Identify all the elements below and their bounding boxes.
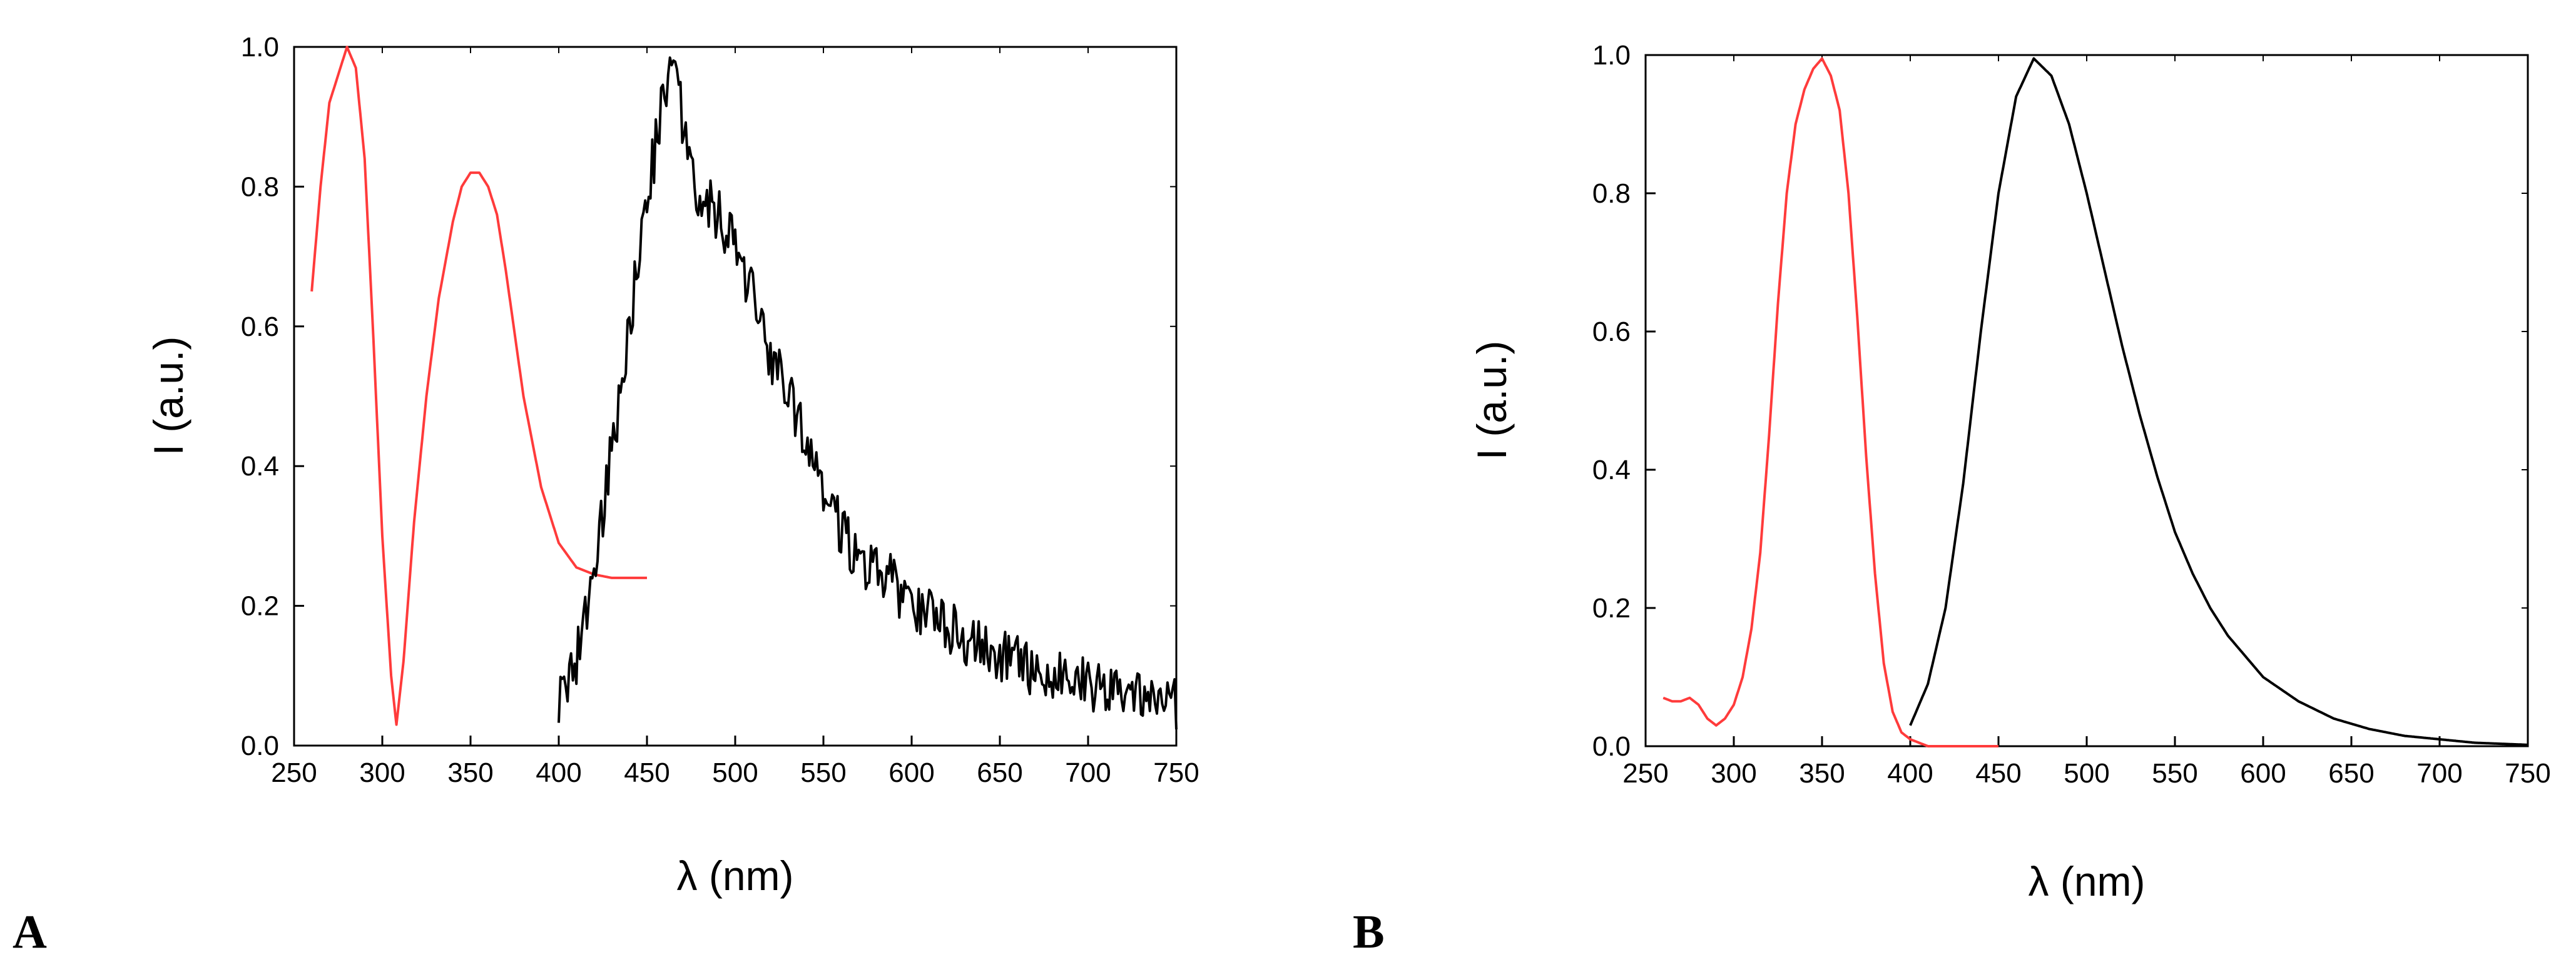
panel-b-x-tick-label: 500: [2064, 758, 2109, 789]
panel-b-y-tick-label: 0.0: [1592, 731, 1631, 762]
panel-a-x-tick-label: 400: [536, 757, 581, 788]
panel-a-y-axis-title: I (a.u.): [145, 337, 191, 456]
panel-a-y-tick-label: 0.2: [241, 591, 279, 622]
panel-a-y-tick-label: 0.6: [241, 311, 279, 342]
panel-b-y-tick-label: 0.8: [1592, 178, 1631, 209]
panel-a-x-tick-label: 600: [888, 757, 934, 788]
panel-b-series-excitation: [1662, 57, 1999, 747]
panel-a-y-tick-label: 0.4: [241, 451, 279, 482]
panel-a-y-tick-label: 0.0: [241, 731, 279, 761]
panel-a-x-tick-label: 450: [624, 757, 669, 788]
panel-a-y-tick-label: 1.0: [241, 32, 279, 63]
panel-b-x-tick-label: 300: [1711, 758, 1756, 789]
panel-a-label: A: [13, 906, 47, 958]
panel-b-x-tick-label: 250: [1622, 758, 1668, 789]
panel-b-y-tick-label: 0.6: [1592, 316, 1631, 347]
panel-b-x-tick-label: 450: [1975, 758, 2021, 789]
panel-b-chart: 250 300 350 400 450 500 550 600 650 700 750 0.0 0.2…: [1353, 40, 2551, 958]
panel-a-x-tick-label: 250: [271, 757, 317, 788]
panel-a-y-tick-label: 0.8: [241, 171, 279, 202]
panel-b-series-emission: [1909, 57, 2528, 746]
panel-b-x-tick-label: 400: [1887, 758, 1933, 789]
panel-b-x-tick-label: 750: [2505, 758, 2550, 789]
panel-a-y-ticks: 0.0 0.2 0.4 0.6 0.8 1.0: [241, 32, 1176, 761]
panel-a-series-excitation: [310, 46, 648, 726]
panel-b-x-tick-label: 650: [2328, 758, 2374, 789]
panel-a-x-tick-label: 550: [800, 757, 846, 788]
panel-a-x-tick-label: 750: [1153, 757, 1199, 788]
panel-a-series: [310, 46, 1178, 730]
panel-b-label: B: [1353, 906, 1385, 958]
panel-b-y-axis-title: I (a.u.): [1469, 341, 1515, 460]
panel-a-x-tick-label: 700: [1065, 757, 1111, 788]
panel-b-x-tick-label: 600: [2240, 758, 2286, 789]
panel-a-x-tick-label: 650: [977, 757, 1022, 788]
panel-b-y-tick-label: 0.4: [1592, 455, 1631, 485]
panel-a-x-tick-label: 300: [359, 757, 405, 788]
panel-a-x-tick-label: 500: [712, 757, 758, 788]
panel-b-x-tick-label: 550: [2152, 758, 2197, 789]
panel-a-chart: 250 300 350 400 450 500 550 600 650 700 750 0.0 0.2…: [13, 32, 1199, 958]
panel-a-series-emission: [557, 56, 1178, 730]
panel-b-plot-frame: [1644, 54, 2529, 747]
panel-b-y-tick-label: 0.2: [1592, 593, 1631, 624]
panel-b-x-ticks: 250 300 350 400 450 500 550 600 650 700 750: [1622, 55, 2551, 789]
panel-a-x-axis-title: λ (nm): [677, 853, 794, 899]
panel-b-series: [1662, 57, 2528, 747]
panel-b-x-tick-label: 350: [1799, 758, 1845, 789]
panel-b-x-tick-label: 700: [2416, 758, 2462, 789]
panel-b-y-ticks: 0.0 0.2 0.4 0.6 0.8 1.0: [1592, 40, 2528, 762]
panel-a-x-ticks: 250 300 350 400 450 500 550 600 650 700 750: [271, 47, 1199, 788]
panel-b-x-axis-title: λ (nm): [2029, 858, 2146, 904]
panel-b-y-tick-label: 1.0: [1592, 40, 1631, 71]
panel-a-x-tick-label: 350: [447, 757, 493, 788]
